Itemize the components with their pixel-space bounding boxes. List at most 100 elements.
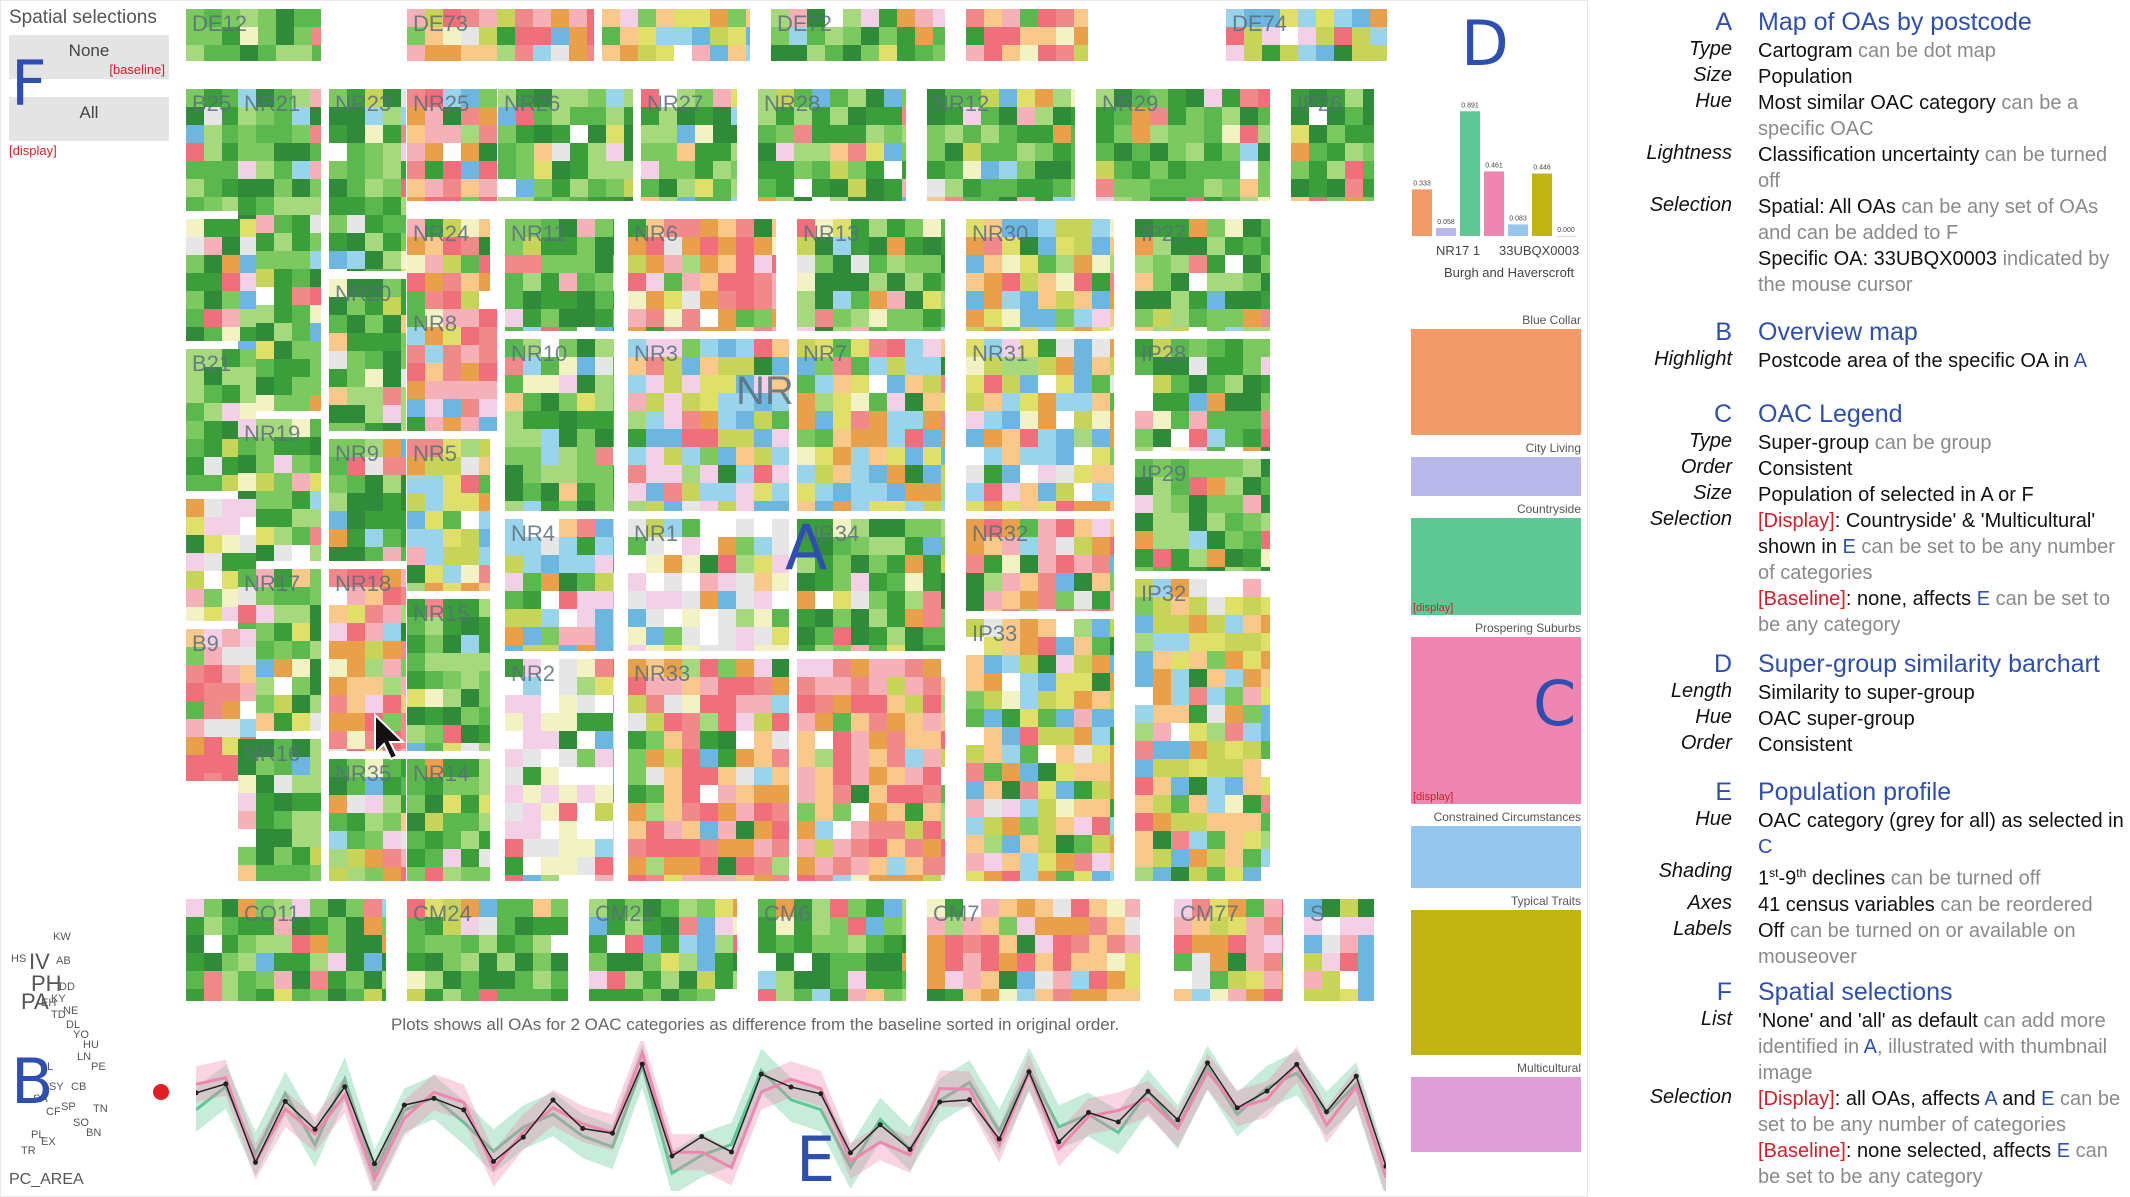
mouse-cursor-icon: [373, 712, 407, 766]
postcode-block[interactable]: [602, 9, 750, 61]
profile-point: [758, 1071, 764, 1077]
postcode-block-nr9[interactable]: NR9: [329, 439, 406, 561]
selection-none-button[interactable]: None [baseline]: [9, 35, 169, 79]
similarity-bar[interactable]: [1436, 227, 1456, 236]
profile-point: [342, 1084, 348, 1090]
postcode-block-cm22[interactable]: CM22: [589, 899, 737, 1001]
profile-point: [312, 1126, 318, 1132]
a-hue-key: Hue: [1695, 90, 1732, 112]
f-baseline-tag: [Baseline]: [1758, 1140, 1846, 1162]
postcode-block-nr20[interactable]: NR20: [329, 279, 406, 431]
postcode-block-nr2[interactable]: NR2: [505, 659, 614, 881]
postcode-block-ip27[interactable]: IP27: [1135, 219, 1270, 331]
legend-category-box[interactable]: [display]: [1411, 518, 1581, 615]
f-selection-ref2: E: [2056, 1140, 2071, 1162]
postcode-block-nr3[interactable]: NR3: [628, 339, 789, 511]
postcode-block[interactable]: [186, 219, 256, 341]
profile-point: [1026, 1069, 1032, 1075]
postcode-block-co11[interactable]: CO11: [238, 899, 386, 1001]
legend-category-box[interactable]: [1411, 456, 1581, 497]
postcode-block-s[interactable]: S: [1304, 899, 1374, 1001]
profile-point: [996, 1136, 1002, 1142]
e-hue-key: Hue: [1695, 808, 1732, 830]
similarity-bar[interactable]: [1556, 236, 1576, 237]
postcode-block-nr29[interactable]: NR29: [1096, 89, 1270, 201]
similarity-bar[interactable]: [1412, 189, 1432, 236]
selection-all-button[interactable]: All: [9, 97, 169, 141]
population-profile-chart[interactable]: [196, 1041, 1386, 1191]
postcode-block-nr31[interactable]: NR31: [966, 339, 1114, 511]
b-highlight-ref: A: [2073, 350, 2088, 372]
legend-category-box[interactable]: [1411, 1077, 1581, 1152]
postcode-block-cm77[interactable]: CM77: [1174, 899, 1283, 1001]
similarity-bar[interactable]: [1532, 173, 1552, 236]
legend-category-box[interactable]: [1411, 909, 1581, 1055]
postcode-block-nr15[interactable]: NR15: [407, 599, 490, 751]
postcode-block-nr34[interactable]: NR34: [797, 519, 945, 651]
postcode-block-nr28[interactable]: NR28: [758, 89, 906, 201]
b-highlight-val: Postcode area of the specific OA in: [1758, 350, 2074, 372]
postcode-block[interactable]: [797, 659, 945, 881]
e-axes-val: 41 census variables: [1758, 893, 1935, 916]
postcode-block-ip29[interactable]: IP29: [1135, 459, 1270, 571]
postcode-block-nr12[interactable]: NR12: [927, 89, 1075, 201]
legend-category-box[interactable]: [1411, 826, 1581, 888]
similarity-barchart[interactable]: 0.333 0.058 0.891 0.461 0.083 0.446 0.000: [1406, 46, 1586, 241]
f-list-val: 'None' and 'all' as default: [1758, 1010, 1978, 1032]
postcode-block-ip28[interactable]: IP28: [1135, 339, 1270, 451]
postcode-block-de72[interactable]: DE72: [771, 9, 945, 61]
profile-point: [196, 1090, 199, 1096]
postcode-block[interactable]: [966, 9, 1088, 61]
section-f-title: Spatial selections: [1758, 978, 1953, 1006]
postcode-block-ip33[interactable]: IP33: [966, 619, 1114, 881]
postcode-block-nr25[interactable]: NR25: [407, 89, 497, 201]
postcode-block-nr4[interactable]: NR4: [505, 519, 614, 651]
legend-category-label: Prospering Suburbs: [1474, 621, 1581, 635]
postcode-block-nr1[interactable]: NR1: [628, 519, 789, 651]
postcode-block-nr35[interactable]: NR35: [329, 759, 406, 881]
postcode-block-cm6[interactable]: CM6: [758, 899, 906, 1001]
postcode-block-nr33[interactable]: NR33: [628, 659, 789, 881]
postcode-block-de73[interactable]: DE73: [407, 9, 594, 61]
postcode-block-nr8[interactable]: NR8: [407, 309, 497, 431]
oac-legend[interactable]: Blue Collar City Living Countryside [displa…: [1411, 311, 1581, 1191]
postcode-block-ip26[interactable]: IP26: [1291, 89, 1374, 201]
e-labels-val: Off: [1758, 919, 1785, 942]
similarity-bar[interactable]: [1460, 111, 1480, 236]
postcode-block-nr26[interactable]: NR26: [498, 89, 633, 201]
overview-area-code: DL: [66, 1019, 81, 1031]
postcode-block-nr6[interactable]: NR6: [628, 219, 776, 331]
postcode-block-de12[interactable]: DE12: [186, 9, 321, 61]
postcode-block-nr27[interactable]: NR27: [641, 89, 737, 201]
postcode-block-nr10[interactable]: NR10: [505, 339, 614, 511]
postcode-block-nr23[interactable]: NR23: [329, 89, 406, 271]
postcode-block-nr13[interactable]: NR13: [797, 219, 945, 331]
profile-point: [699, 1134, 705, 1140]
similarity-bar[interactable]: [1484, 171, 1504, 236]
overview-area-label: PC_AREA: [9, 1171, 84, 1188]
postcode-block-nr7[interactable]: NR7: [797, 339, 945, 511]
postcode-block-nr14[interactable]: NR14: [407, 759, 490, 881]
bar-caption: Burgh and Haverscroft: [1444, 265, 1575, 280]
postcode-block-ip32[interactable]: IP32: [1135, 579, 1270, 881]
legend-category-box[interactable]: [1411, 329, 1581, 435]
oa-cartogram-map[interactable]: DE12 DE73 DE72 DE74 B25 NR21 NR23 NR25 NR26 NR27 N…: [186, 9, 1406, 1009]
spatial-selections-panel: Spatial selections None [baseline] All […: [9, 7, 169, 158]
postcode-block-nr32[interactable]: NR32: [966, 519, 1114, 611]
legend-category-box[interactable]: [display]: [1411, 637, 1581, 805]
postcode-block-cm24[interactable]: CM24: [407, 899, 568, 1001]
postcode-block-nr11[interactable]: NR11: [505, 219, 614, 331]
postcode-block-de74[interactable]: DE74: [1226, 9, 1387, 61]
overview-map[interactable]: KW HS IV AB PH PA DD KY EH TD NE DL YO HU LN PE LL SY CB SA…: [11, 931, 169, 1191]
f-list-ref: A: [1863, 1036, 1877, 1058]
legend-category-label: City Living: [1525, 440, 1581, 455]
postcode-block-nr5[interactable]: NR5: [407, 439, 490, 591]
postcode-block-nr30[interactable]: NR30: [966, 219, 1114, 331]
spatial-selections-title: Spatial selections: [9, 7, 157, 28]
profile-point: [1234, 1105, 1240, 1111]
postcode-block-cm7[interactable]: CM7: [927, 899, 1140, 1001]
profile-point: [1205, 1060, 1210, 1066]
similarity-bar[interactable]: [1508, 224, 1528, 236]
postcode-block-nr16[interactable]: NR16: [238, 739, 321, 881]
a-selection-key: Selection: [1649, 194, 1732, 216]
